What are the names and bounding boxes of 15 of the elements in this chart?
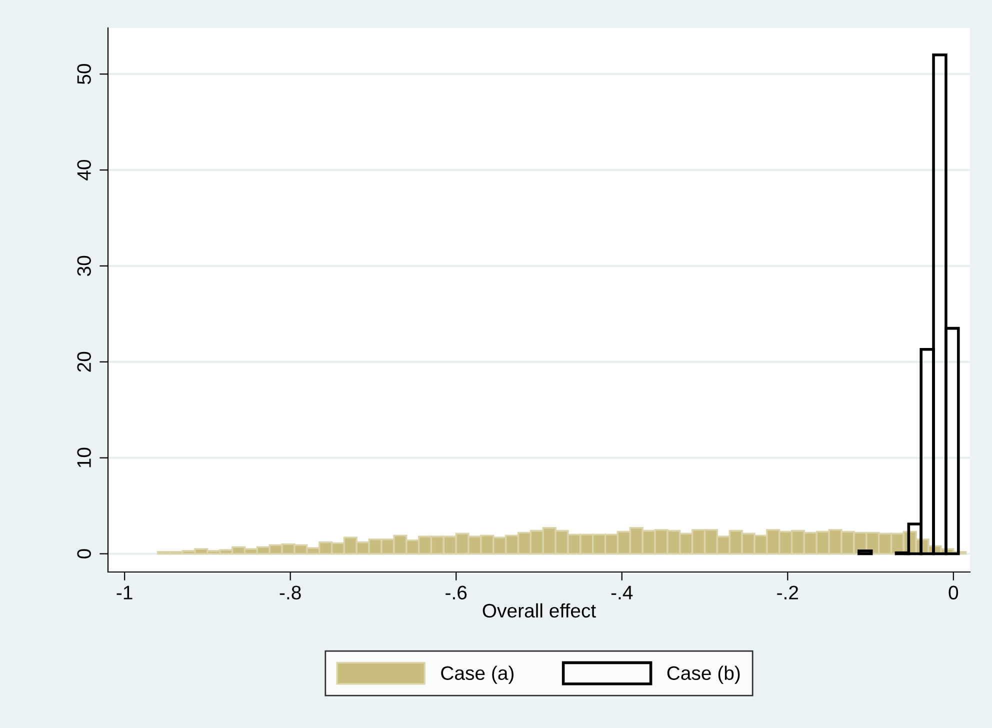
x-tick-label: 0	[948, 586, 958, 600]
x-tick-label: -.4	[611, 586, 633, 600]
y-tick-label: 10	[77, 448, 91, 468]
legend-label: Case (a)	[441, 666, 514, 684]
y-tick-label: 30	[77, 256, 91, 276]
x-axis-title: Overall effect	[482, 603, 596, 618]
y-tick-label: 0	[77, 549, 91, 558]
legend-label: Case (b)	[667, 666, 740, 684]
y-tick-label: 40	[77, 160, 91, 180]
x-tick-label: -.6	[446, 586, 467, 600]
y-tick-label: 50	[77, 64, 91, 84]
x-tick-label: -1	[116, 586, 132, 600]
x-tick-label: -.2	[777, 586, 798, 600]
y-tick-label: 20	[77, 352, 91, 372]
x-tick-label: -.8	[280, 586, 301, 600]
